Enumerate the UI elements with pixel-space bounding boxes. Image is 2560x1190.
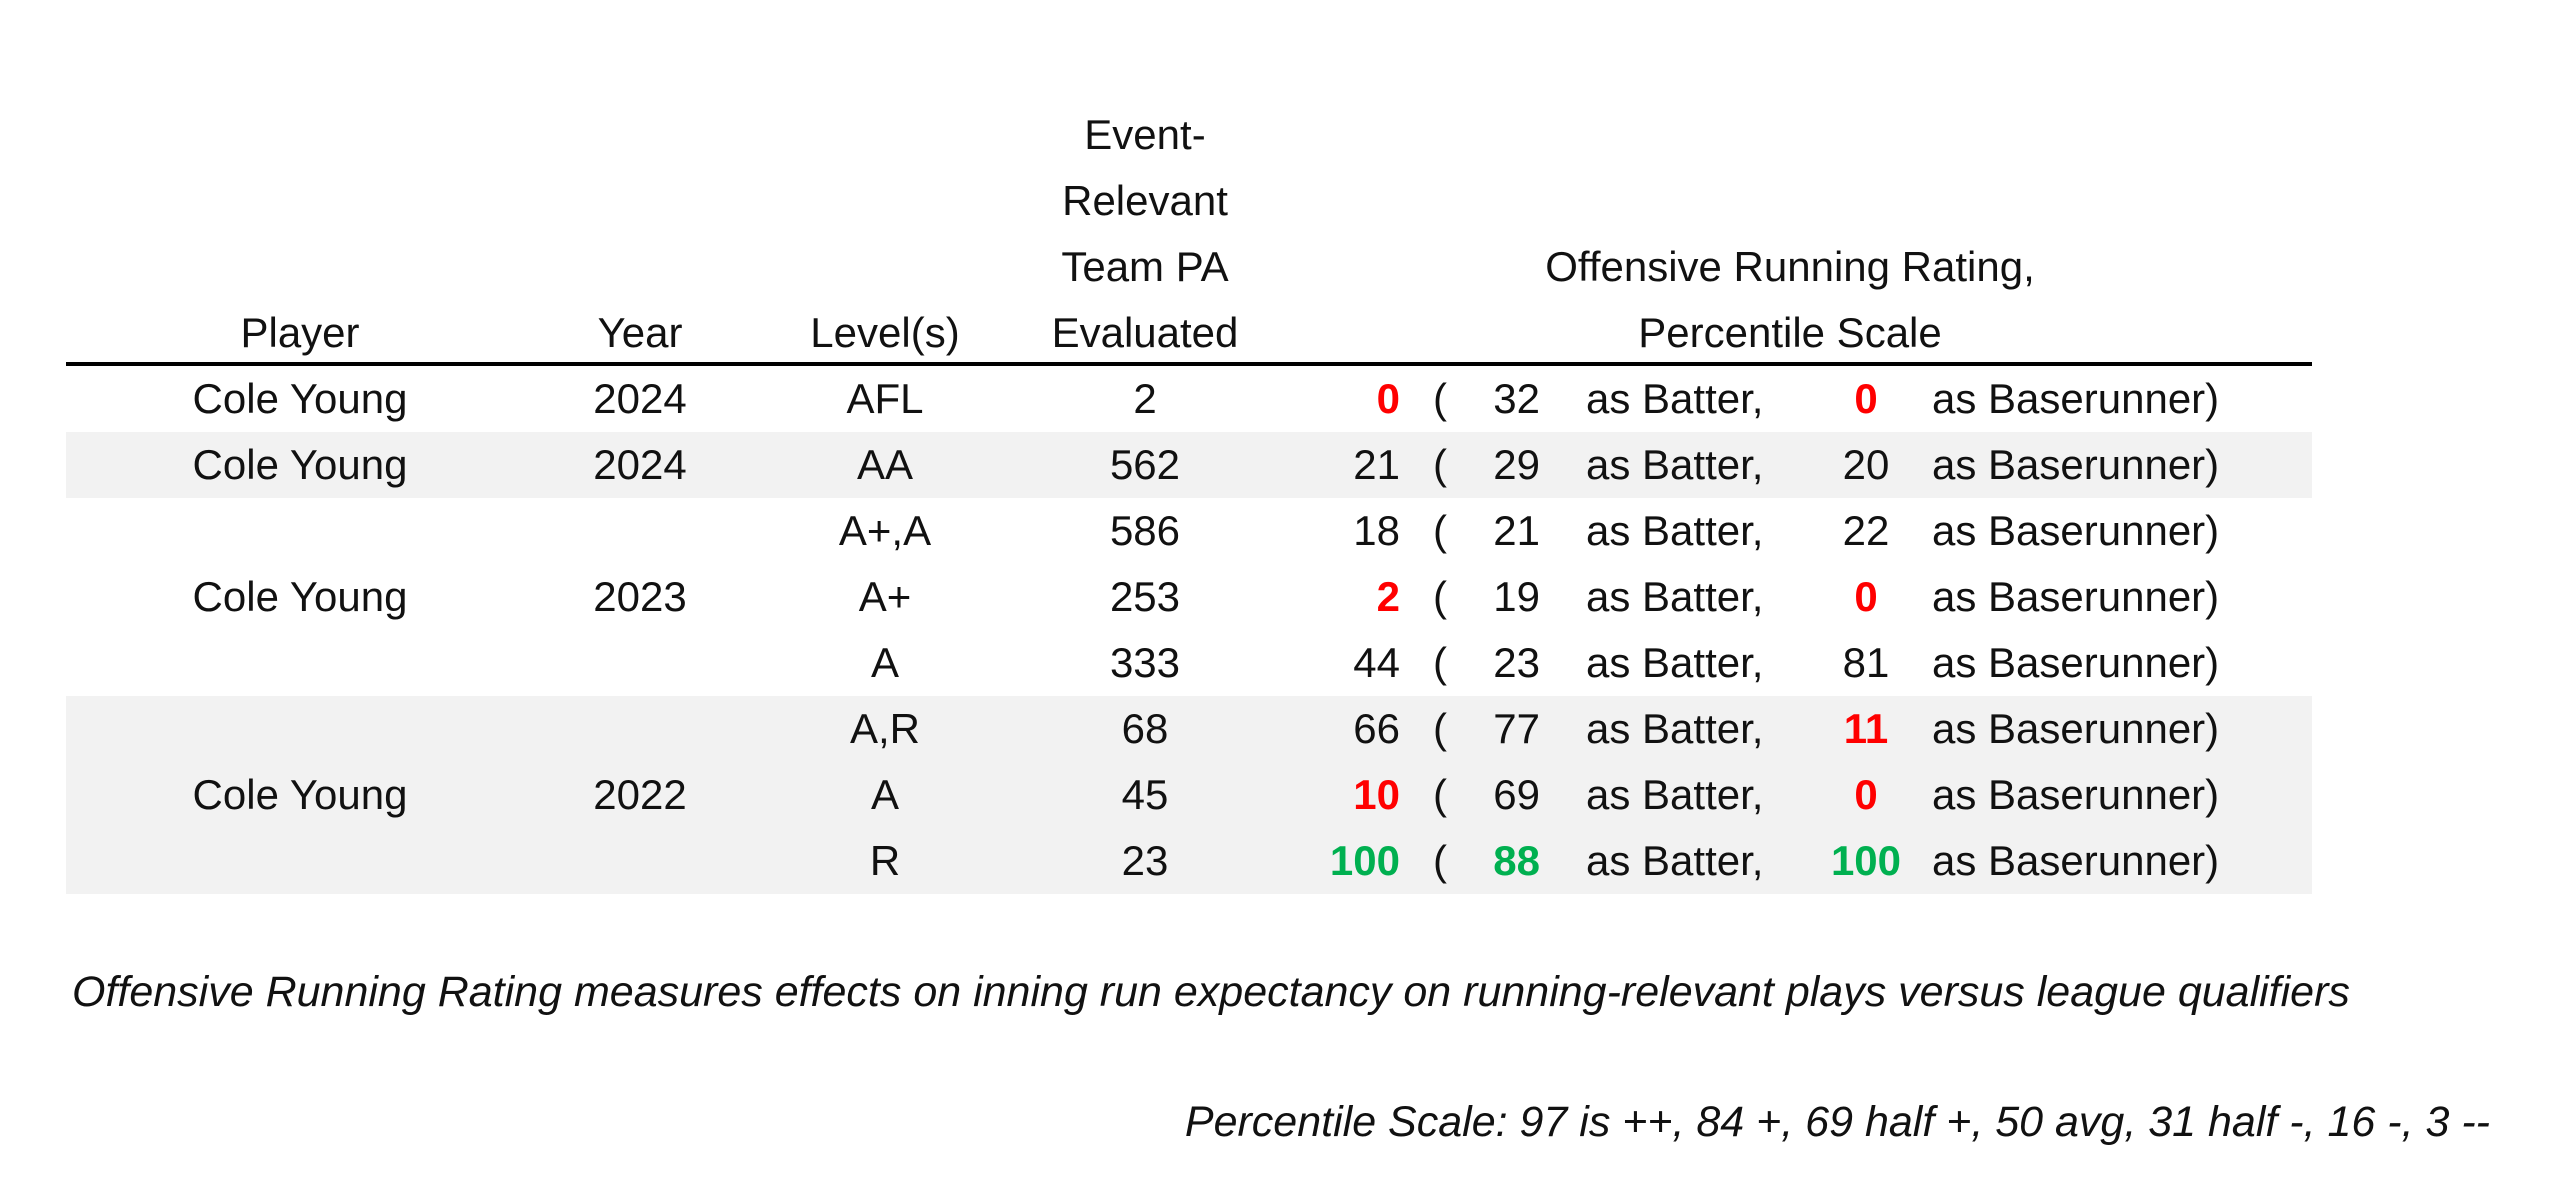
open-paren: ( xyxy=(1433,507,1447,554)
group-player: Cole Young xyxy=(192,573,408,620)
shaded-band-2024-aa xyxy=(66,432,2312,498)
header-pa-line2: Relevant xyxy=(1062,177,1228,224)
overall-rating-cell: 2 xyxy=(1376,573,1400,620)
as-baserunner-label: as Baserunner) xyxy=(1932,375,2220,422)
as-baserunner-label: as Baserunner) xyxy=(1932,771,2220,818)
as-batter-label: as Batter, xyxy=(1586,837,1764,884)
open-paren: ( xyxy=(1433,837,1447,884)
batter-rating-cell: 69 xyxy=(1493,771,1540,818)
pa-cell: 253 xyxy=(1109,573,1181,620)
header-pa-line4: Evaluated xyxy=(1051,309,1239,356)
as-batter-label: as Batter, xyxy=(1586,507,1764,554)
batter-rating-cell: 88 xyxy=(1493,837,1540,884)
group-player: Cole Young xyxy=(192,441,408,488)
pa-cell: 2 xyxy=(1133,375,1157,422)
batter-rating-cell: 29 xyxy=(1493,441,1540,488)
level-cell: A+,A xyxy=(838,507,932,554)
batter-rating-cell: 21 xyxy=(1493,507,1540,554)
overall-rating-cell: 44 xyxy=(1353,639,1400,686)
as-batter-label: as Batter, xyxy=(1586,573,1764,620)
level-cell: R xyxy=(869,837,901,884)
as-baserunner-label: as Baserunner) xyxy=(1932,441,2220,488)
runner-rating-cell: 100 xyxy=(1830,837,1902,884)
overall-rating-cell: 0 xyxy=(1376,375,1400,422)
header-rating-line1: Offensive Running Rating, xyxy=(1545,243,2035,290)
runner-rating-cell: 22 xyxy=(1842,507,1890,554)
pa-cell: 586 xyxy=(1109,507,1181,554)
pa-cell: 562 xyxy=(1109,441,1181,488)
group-year: 2022 xyxy=(593,771,687,818)
as-batter-label: as Batter, xyxy=(1586,639,1764,686)
shaded-band-2022 xyxy=(66,696,2312,894)
runner-rating-cell: 0 xyxy=(1854,375,1878,422)
runner-rating-cell: 81 xyxy=(1842,639,1890,686)
group-year: 2024 xyxy=(593,441,687,488)
percentile-scale-note: Percentile Scale: 97 is ++, 84 +, 69 hal… xyxy=(1184,1098,2490,1146)
as-batter-label: as Batter, xyxy=(1586,705,1764,752)
open-paren: ( xyxy=(1433,441,1447,488)
overall-rating-cell: 66 xyxy=(1353,705,1400,752)
as-baserunner-label: as Baserunner) xyxy=(1932,837,2220,884)
header-player: Player xyxy=(240,309,360,356)
open-paren: ( xyxy=(1433,375,1447,422)
level-cell: AFL xyxy=(846,375,924,422)
open-paren: ( xyxy=(1433,573,1447,620)
as-baserunner-label: as Baserunner) xyxy=(1932,573,2220,620)
open-paren: ( xyxy=(1433,705,1447,752)
level-cell: A,R xyxy=(849,705,920,752)
as-baserunner-label: as Baserunner) xyxy=(1932,639,2220,686)
open-paren: ( xyxy=(1433,639,1447,686)
runner-rating-cell: 0 xyxy=(1854,573,1878,620)
level-cell: A xyxy=(870,639,899,686)
batter-rating-cell: 77 xyxy=(1493,705,1540,752)
overall-rating-cell: 21 xyxy=(1353,441,1400,488)
batter-rating-cell: 19 xyxy=(1493,573,1540,620)
as-batter-label: as Batter, xyxy=(1586,375,1764,422)
group-player: Cole Young xyxy=(192,375,408,422)
pa-cell: 23 xyxy=(1121,837,1169,884)
overall-rating-cell: 18 xyxy=(1353,507,1400,554)
runner-rating-cell: 11 xyxy=(1843,705,1889,752)
header-rule xyxy=(66,362,2312,366)
header-pa-line1: Event- xyxy=(1084,111,1206,158)
overall-rating-cell: 100 xyxy=(1329,837,1400,884)
header-levels: Level(s) xyxy=(810,309,960,356)
batter-rating-cell: 32 xyxy=(1493,375,1540,422)
runner-rating-cell: 20 xyxy=(1842,441,1890,488)
runner-rating-cell: 0 xyxy=(1854,771,1878,818)
level-cell: A+ xyxy=(858,573,912,620)
group-player: Cole Young xyxy=(192,771,408,818)
level-cell: A xyxy=(870,771,899,818)
as-baserunner-label: as Baserunner) xyxy=(1932,507,2220,554)
group-year: 2023 xyxy=(593,573,687,620)
header-rating-line2: Percentile Scale xyxy=(1638,309,1942,356)
as-batter-label: as Batter, xyxy=(1586,441,1764,488)
pa-cell: 333 xyxy=(1109,639,1181,686)
group-year: 2024 xyxy=(593,375,687,422)
pa-cell: 45 xyxy=(1121,771,1169,818)
rating-table: Player Year Level(s) Event- Relevant Tea… xyxy=(66,111,2312,894)
as-baserunner-label: as Baserunner) xyxy=(1932,705,2220,752)
level-cell: AA xyxy=(856,441,914,488)
definition-note: Offensive Running Rating measures effect… xyxy=(72,968,2350,1016)
as-batter-label: as Batter, xyxy=(1586,771,1764,818)
overall-rating-cell: 10 xyxy=(1353,771,1400,818)
batter-rating-cell: 23 xyxy=(1493,639,1540,686)
header-pa-line3: Team PA xyxy=(1061,243,1229,290)
pa-cell: 68 xyxy=(1121,705,1169,752)
header-year: Year xyxy=(597,309,683,356)
open-paren: ( xyxy=(1433,771,1447,818)
